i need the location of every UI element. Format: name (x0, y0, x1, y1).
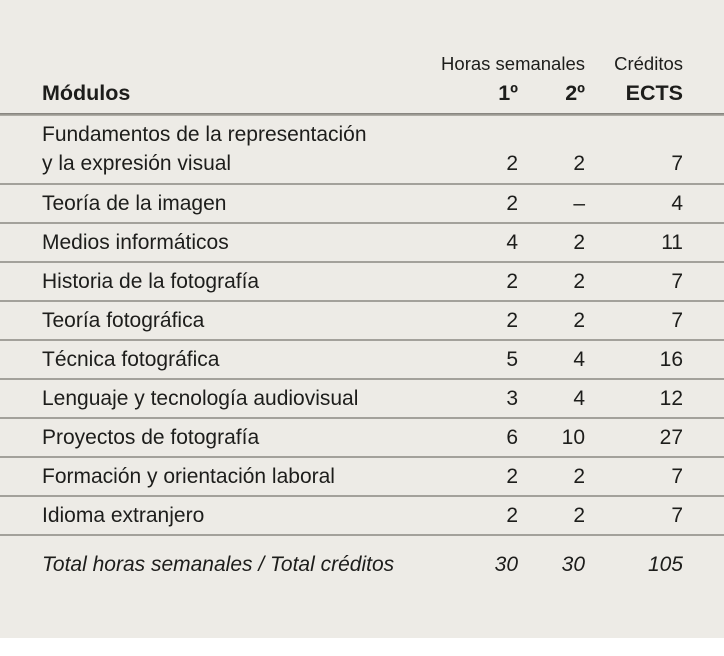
ects-credits: 4 (671, 192, 683, 215)
hours-second-year: 10 (561, 426, 585, 449)
hours-first-year: 4 (506, 231, 518, 254)
ects-credits: 7 (671, 270, 683, 293)
table-row: Historia de la fotografía 2 2 7 (0, 261, 724, 300)
total-ects-credits: 105 (647, 553, 683, 576)
module-name: Proyectos de fotografía (42, 426, 260, 449)
bottom-spacer (0, 590, 724, 638)
module-name: Historia de la fotografía (42, 270, 260, 293)
curriculum-table: Horas semanales Créditos Módulos 1º 2º E… (0, 0, 724, 638)
hours-first-year: 2 (506, 152, 518, 175)
table-row: Lenguaje y tecnología audiovisual 3 4 12 (0, 378, 724, 417)
hours-second-year: 4 (573, 387, 585, 410)
hours-first-year: 2 (506, 309, 518, 332)
column-header-modules: Módulos (42, 81, 131, 105)
column-header-second-year: 2º (565, 81, 585, 105)
table-row: Proyectos de fotografía 6 10 27 (0, 417, 724, 456)
module-name: Fundamentos de la representación y la ex… (42, 123, 367, 175)
ects-credits: 27 (659, 426, 683, 449)
hours-second-year: – (573, 192, 585, 215)
table-row: Teoría de la imagen 2 – 4 (0, 183, 724, 222)
ects-credits: 12 (659, 387, 683, 410)
table-total-row: Total horas semanales / Total créditos 3… (0, 534, 724, 590)
module-name: Técnica fotográfica (42, 348, 220, 371)
hours-second-year: 2 (573, 152, 585, 175)
hours-first-year: 5 (506, 348, 518, 371)
column-header-ects: ECTS (625, 81, 683, 105)
total-hours-first-year: 30 (494, 553, 518, 576)
total-hours-second-year: 30 (561, 553, 585, 576)
hours-second-year: 2 (573, 270, 585, 293)
column-header-row: Módulos 1º 2º ECTS (0, 76, 724, 113)
module-name: Medios informáticos (42, 231, 229, 254)
column-group-credits: Créditos (614, 53, 683, 74)
hours-second-year: 2 (573, 465, 585, 488)
ects-credits: 7 (671, 504, 683, 527)
module-name: Formación y orientación laboral (42, 465, 335, 488)
column-header-first-year: 1º (498, 81, 518, 105)
hours-first-year: 3 (506, 387, 518, 410)
table-row: Técnica fotográfica 5 4 16 (0, 339, 724, 378)
hours-first-year: 2 (506, 270, 518, 293)
total-label: Total horas semanales / Total créditos (42, 553, 395, 576)
hours-second-year: 2 (573, 231, 585, 254)
hours-second-year: 2 (573, 309, 585, 332)
hours-first-year: 2 (506, 504, 518, 527)
table-row: Fundamentos de la representación y la ex… (0, 116, 724, 183)
module-name: Lenguaje y tecnología audiovisual (42, 387, 359, 410)
hours-second-year: 4 (573, 348, 585, 371)
hours-second-year: 2 (573, 504, 585, 527)
table-row: Formación y orientación laboral 2 2 7 (0, 456, 724, 495)
module-name: Teoría fotográfica (42, 309, 205, 332)
hours-first-year: 2 (506, 465, 518, 488)
hours-first-year: 6 (506, 426, 518, 449)
hours-first-year: 2 (506, 192, 518, 215)
ects-credits: 11 (661, 231, 683, 254)
column-group-header-row: Horas semanales Créditos (0, 47, 724, 76)
column-group-hours: Horas semanales (441, 53, 585, 74)
table-row: Medios informáticos 4 2 11 (0, 222, 724, 261)
ects-credits: 7 (671, 309, 683, 332)
table-row: Idioma extranjero 2 2 7 (0, 495, 724, 534)
ects-credits: 7 (671, 152, 683, 175)
module-name: Teoría de la imagen (42, 192, 227, 215)
ects-credits: 7 (671, 465, 683, 488)
top-spacer (0, 0, 724, 47)
module-name: Idioma extranjero (42, 504, 205, 527)
ects-credits: 16 (659, 348, 683, 371)
header-divider (0, 113, 724, 116)
table-row: Teoría fotográfica 2 2 7 (0, 300, 724, 339)
